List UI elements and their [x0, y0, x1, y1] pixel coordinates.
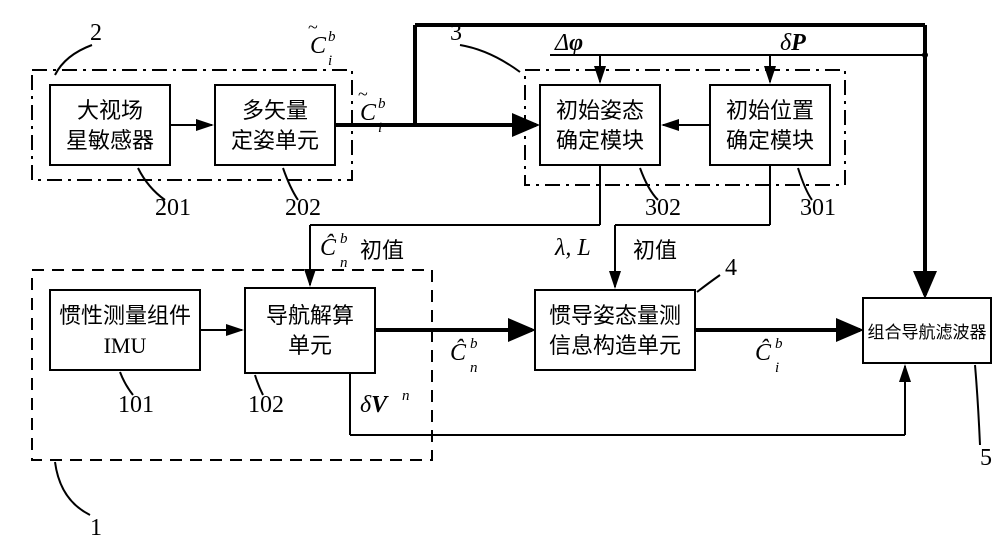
box-101-l1: 惯性测量组件: [59, 303, 191, 328]
svg-text:b: b: [775, 336, 783, 352]
box-102-l2: 单元: [288, 333, 332, 358]
svg-text:~: ~: [308, 17, 318, 37]
num-201: 201: [155, 195, 191, 221]
svg-text:n: n: [470, 360, 478, 376]
box-4-l1: 惯导姿态量测: [549, 303, 681, 328]
num-302: 302: [645, 195, 681, 221]
svg-text:i: i: [378, 120, 382, 136]
svg-text:Ĉ: Ĉ: [320, 234, 337, 261]
box-202-l2: 定姿单元: [231, 128, 319, 153]
svg-text:b: b: [470, 336, 478, 352]
tag-4: 4: [725, 255, 737, 281]
label-dVn: δV n: [360, 388, 410, 418]
box-302-l2: 确定模块: [556, 128, 644, 153]
box-101: 惯性测量组件 IMU: [50, 290, 200, 370]
svg-text:i: i: [328, 53, 332, 69]
svg-text:~: ~: [358, 84, 368, 104]
label-Cnb-init: Ĉ b n 初值: [320, 231, 404, 271]
svg-text:Ĉ: Ĉ: [755, 339, 772, 366]
box-202-l1: 多矢量: [242, 98, 308, 123]
num-202: 202: [285, 195, 321, 221]
svg-text:n: n: [340, 255, 348, 271]
num-301: 301: [800, 195, 836, 221]
label-Cib-hat: Ĉ b i: [755, 336, 783, 376]
tag-1-leader: [55, 462, 90, 515]
num-102: 102: [248, 392, 284, 418]
box-201-l1: 大视场: [77, 98, 143, 123]
svg-text:b: b: [378, 96, 386, 112]
tag-5-leader: [975, 365, 980, 445]
svg-text:n: n: [402, 388, 410, 404]
box-4: 惯导姿态量测 信息构造单元: [535, 290, 695, 370]
box-302: 初始姿态 确定模块: [540, 85, 660, 165]
box-102: 导航解算 单元: [245, 288, 375, 373]
box-302-l1: 初始姿态: [556, 98, 644, 123]
tag-5: 5: [980, 445, 992, 471]
box-4-l2: 信息构造单元: [549, 333, 681, 358]
svg-text:Ĉ: Ĉ: [450, 339, 467, 366]
tag-1: 1: [90, 515, 102, 541]
label-Cib-tilde-left: C ~ b i: [358, 84, 386, 136]
box-101-l2: IMU: [104, 333, 147, 358]
svg-text:i: i: [775, 360, 779, 376]
label-dphi: Δφ: [554, 30, 583, 56]
svg-text:δV: δV: [360, 392, 389, 418]
fb-node: [922, 52, 928, 58]
tag-2: 2: [90, 20, 102, 46]
label-lambdaL: λ, L: [554, 235, 591, 261]
box-301: 初始位置 确定模块: [710, 85, 830, 165]
label-Cnb-hat: Ĉ b n: [450, 336, 478, 376]
box-5-l1: 组合导航滤波器: [868, 323, 987, 342]
label-init2: 初值: [633, 238, 677, 263]
box-301-l2: 确定模块: [726, 128, 814, 153]
svg-text:b: b: [340, 231, 348, 247]
label-Cib-tilde-top: C ~ b i: [308, 17, 336, 69]
svg-text:b: b: [328, 29, 336, 45]
tag-3-leader: [460, 45, 520, 72]
box-202: 多矢量 定姿单元: [215, 85, 335, 165]
svg-text:初值: 初值: [360, 238, 404, 263]
box-201-l2: 星敏感器: [66, 128, 154, 153]
box-201: 大视场 星敏感器: [50, 85, 170, 165]
num-101: 101: [118, 392, 154, 418]
box-5: 组合导航滤波器: [863, 298, 991, 363]
tag-4-leader: [697, 275, 720, 292]
box-301-l1: 初始位置: [726, 98, 814, 123]
label-dP: δP: [780, 30, 806, 56]
box-102-l1: 导航解算: [266, 303, 354, 328]
